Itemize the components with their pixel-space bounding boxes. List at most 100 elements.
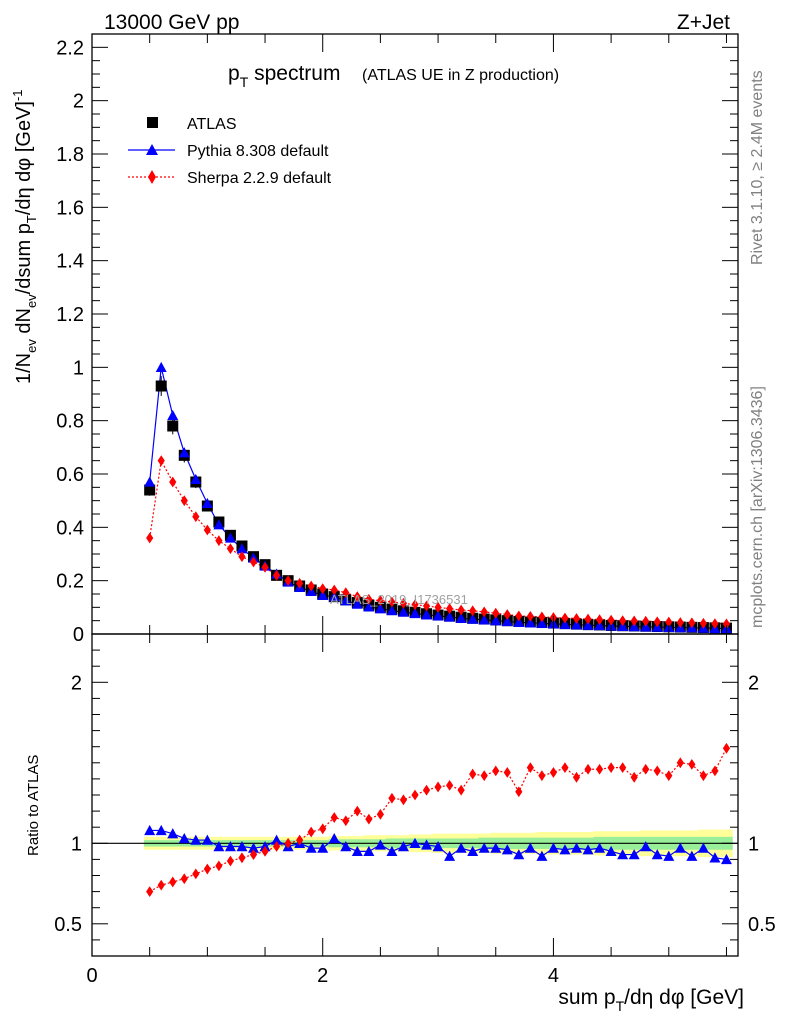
- sherpa-point: [503, 609, 511, 620]
- sherpa-point: [676, 617, 684, 628]
- pythia-ratio-point: [640, 841, 652, 852]
- sherpa-ratio-point: [595, 763, 604, 775]
- sherpa-point: [711, 618, 719, 629]
- pythia-point: [317, 589, 329, 601]
- sherpa-ratio-point: [688, 759, 696, 770]
- main-y-tick-label: 0.4: [56, 517, 84, 539]
- sherpa-point: [584, 613, 592, 625]
- sherpa-ratio-point: [376, 808, 384, 820]
- pythia-ratio-point: [271, 834, 283, 845]
- ratio-data-layer: [92, 742, 738, 897]
- sherpa-ratio-point: [653, 765, 661, 777]
- pythia-ratio-point: [663, 850, 675, 861]
- main-y-tick-label: 1.6: [56, 197, 84, 219]
- sherpa-point: [688, 617, 696, 629]
- sherpa-point: [226, 543, 235, 555]
- pythia-point: [144, 476, 156, 487]
- sherpa-ratio-point: [422, 784, 431, 796]
- pythia-ratio-point: [201, 834, 213, 845]
- pythia-ratio-point: [513, 849, 525, 860]
- ratio-y-tick-label: 1: [71, 833, 82, 855]
- main-y-tick-label: 2.2: [56, 37, 84, 59]
- sherpa-point: [446, 603, 454, 615]
- sherpa-point: [192, 511, 200, 523]
- pythia-ratio-point: [651, 849, 663, 860]
- plot-title: pT spectrum: [228, 62, 340, 90]
- sherpa-ratio-point: [561, 762, 569, 774]
- sherpa-line: [149, 458, 727, 625]
- pythia-point: [167, 409, 179, 421]
- atlas-point: [167, 420, 179, 432]
- sherpa-point: [238, 551, 246, 563]
- ratio-y-tick-label-right: 1: [748, 833, 759, 855]
- main-y-tick-label: 1: [73, 357, 84, 379]
- main-y-tick-label: 0.6: [56, 464, 84, 486]
- pythia-point: [536, 617, 548, 629]
- sherpa-point: [630, 615, 638, 627]
- legend-sherpa-label: Sherpa 2.2.9 default: [187, 170, 332, 187]
- pythia-ratio-point: [594, 842, 606, 853]
- pythia-point: [524, 617, 536, 628]
- ratio-axis-ticks: 0 2 4 0.5 0.5 1 1 2 2: [54, 634, 776, 987]
- sherpa-point: [457, 604, 465, 616]
- sherpa-ratio-point: [203, 863, 211, 875]
- main-plot-panel: ATLAS_2019_I1736531 0 0.2 0.4 0.6 0.8 1 1.2 1.4…: [10, 33, 739, 646]
- sherpa-point: [480, 606, 488, 618]
- sherpa-ratio-point: [388, 792, 396, 804]
- pythia-ratio-point: [374, 839, 386, 850]
- header-right-label: Z+Jet: [677, 11, 730, 34]
- sherpa-ratio-point: [676, 757, 684, 769]
- sherpa-ratio-point: [434, 781, 442, 793]
- atlas-point: [155, 380, 167, 392]
- pythia-point: [363, 601, 375, 612]
- plot-title-note: (ATLAS UE in Z production): [362, 67, 559, 84]
- sherpa-ratio-point: [469, 768, 477, 780]
- sherpa-ratio-line: [149, 748, 727, 893]
- pythia-ratio-point: [409, 837, 421, 848]
- plot-title-main: p: [228, 62, 240, 85]
- x-axis-label: sum pT/dη dφ [GeV]: [558, 986, 744, 1014]
- sherpa-point: [515, 610, 523, 622]
- sherpa-point: [376, 595, 384, 607]
- pythia-point: [594, 619, 606, 631]
- sherpa-ratio-point: [226, 855, 235, 867]
- sherpa-point: [434, 601, 442, 613]
- pythia-point: [421, 609, 433, 620]
- sherpa-point: [561, 612, 569, 624]
- sherpa-point: [526, 611, 534, 622]
- sherpa-ratio-point: [157, 879, 165, 891]
- pythia-ratio-point: [524, 842, 536, 853]
- pythia-ratio-point: [224, 841, 236, 852]
- pythia-point: [213, 519, 225, 530]
- legend: ATLAS Pythia 8.308 default Sherpa 2.2.9 …: [128, 116, 332, 187]
- pythia-ratio-point: [328, 832, 340, 844]
- sherpa-ratio-point: [192, 868, 200, 880]
- pythia-point: [409, 607, 421, 619]
- pythia-point: [582, 619, 594, 630]
- sherpa-point: [307, 580, 315, 592]
- pythia-ratio-point: [155, 824, 167, 836]
- sherpa-ratio-point: [307, 826, 315, 838]
- sherpa-ratio-point: [584, 763, 592, 775]
- legend-atlas-marker: [147, 117, 158, 128]
- sherpa-ratio-point: [399, 794, 408, 806]
- pythia-ratio-point: [397, 841, 409, 852]
- sherpa-point: [492, 607, 500, 619]
- plot-title-sub: T: [240, 74, 249, 90]
- pythia-ratio-point: [444, 850, 456, 861]
- ratio-y-tick-label-right: 0.5: [748, 914, 776, 936]
- sherpa-point: [157, 455, 165, 467]
- sherpa-ratio-point: [296, 834, 304, 846]
- pythia-ratio-point: [432, 841, 444, 852]
- main-y-tick-label: 0.2: [56, 571, 84, 593]
- sherpa-point: [388, 596, 396, 608]
- pythia-point: [455, 612, 467, 623]
- pythia-ratio-point: [455, 842, 467, 853]
- pythia-ratio-point: [386, 845, 398, 857]
- pythia-ratio-point: [351, 845, 363, 857]
- pythia-ratio-point: [478, 842, 490, 853]
- sherpa-ratio-point: [146, 886, 154, 897]
- pythia-ratio-point: [305, 842, 317, 853]
- sherpa-point: [365, 593, 373, 605]
